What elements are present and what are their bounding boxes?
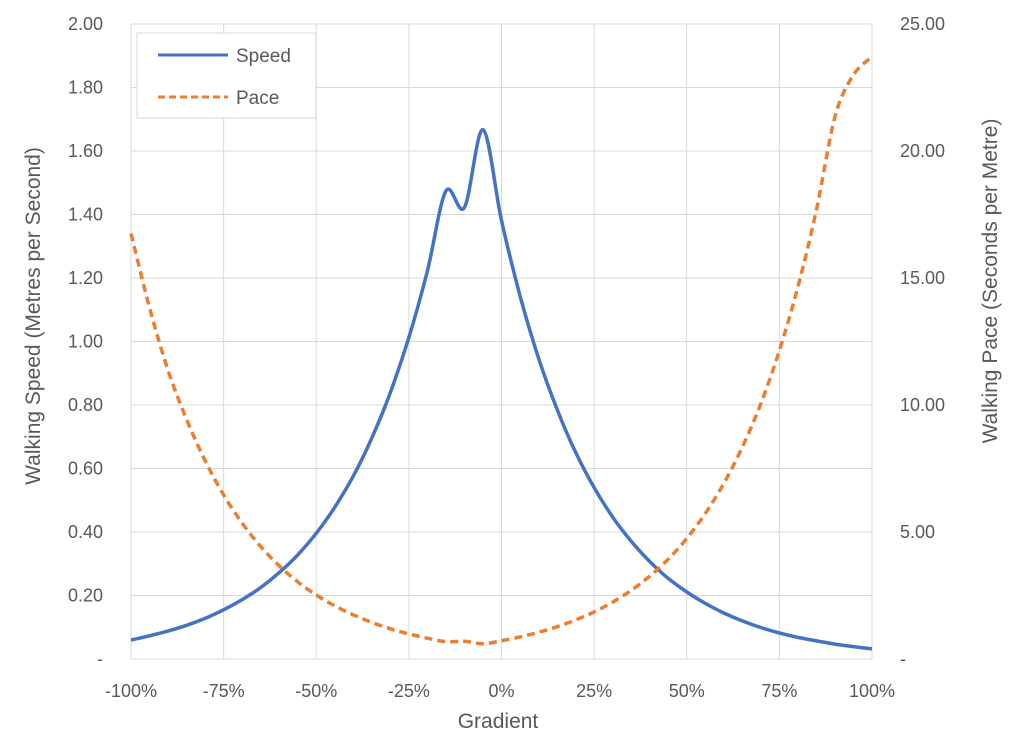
- x-tick-label: -100%: [105, 681, 157, 701]
- x-axis-title: Gradient: [458, 710, 539, 733]
- x-tick-label: 50%: [669, 681, 705, 701]
- legend-speed-label: Speed: [236, 46, 291, 67]
- x-tick-label: -75%: [203, 681, 245, 701]
- y-tick-label: 1.60: [68, 141, 103, 161]
- y2-tick-label: 20.00: [900, 141, 945, 161]
- y2-tick-label: 10.00: [900, 395, 945, 415]
- y-tick-label: 1.80: [68, 78, 103, 98]
- x-tick-label: 75%: [761, 681, 797, 701]
- x-tick-label: 25%: [576, 681, 612, 701]
- x-tick-label: -25%: [388, 681, 430, 701]
- y-tick-label: 0.20: [68, 586, 103, 606]
- legend-pace-label: Pace: [236, 88, 279, 109]
- y-tick-label: 1.20: [68, 268, 103, 288]
- y-tick-label: 1.00: [68, 332, 103, 352]
- y2-axis-title: Walking Pace (Seconds per Metre): [979, 119, 1002, 444]
- tick-labels: - 0.20 0.40 0.60 0.80 1.00 1.20 1.40 1.60 1.80 2.0…: [68, 14, 945, 701]
- y-tick-label: 0.40: [68, 522, 103, 542]
- series-line-speed: [130, 127, 873, 651]
- y-tick-label: 1.40: [68, 205, 103, 225]
- legend: Speed Pace: [136, 32, 317, 119]
- y-tick-label: -: [97, 649, 103, 669]
- grid-lines: [130, 23, 873, 660]
- x-tick-label: 0%: [488, 681, 514, 701]
- y-axis-title: Walking Speed (Metres per Second): [22, 147, 45, 485]
- series-line-pace: [129, 55, 874, 646]
- y-tick-label: 0.60: [68, 459, 103, 479]
- legend-box: [136, 32, 317, 119]
- y-tick-label: 0.80: [68, 395, 103, 415]
- x-tick-label: -50%: [295, 681, 337, 701]
- y2-tick-label: -: [900, 649, 906, 669]
- x-tick-label: 100%: [849, 681, 895, 701]
- series-layer: [129, 55, 874, 651]
- y2-tick-label: 5.00: [900, 522, 935, 542]
- y-tick-label: 2.00: [68, 14, 103, 34]
- y2-tick-label: 25.00: [900, 14, 945, 34]
- y2-tick-label: 15.00: [900, 268, 945, 288]
